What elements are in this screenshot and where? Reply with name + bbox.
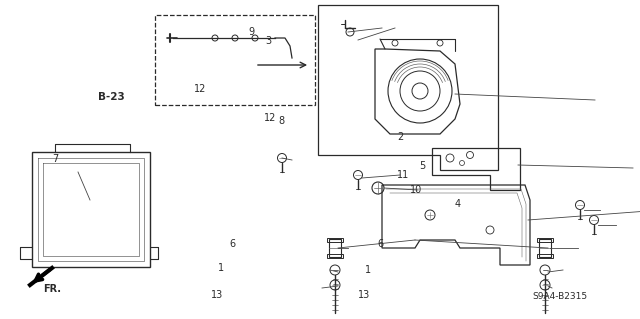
Text: 13: 13 xyxy=(358,290,371,300)
Text: 4: 4 xyxy=(454,199,461,209)
Text: 8: 8 xyxy=(278,116,285,126)
Text: 2: 2 xyxy=(397,132,403,142)
Bar xyxy=(155,15,315,105)
Bar xyxy=(537,238,553,242)
Text: 9: 9 xyxy=(248,27,255,37)
Text: 11: 11 xyxy=(397,170,409,181)
Text: 10: 10 xyxy=(410,185,422,195)
Text: 5: 5 xyxy=(419,161,426,171)
Text: 12: 12 xyxy=(194,84,206,94)
Text: 6: 6 xyxy=(378,239,384,249)
Text: 6: 6 xyxy=(229,239,236,249)
Text: 7: 7 xyxy=(52,154,59,165)
Text: FR.: FR. xyxy=(44,284,61,294)
Bar xyxy=(539,239,551,257)
Text: B-23: B-23 xyxy=(98,92,125,102)
Text: 13: 13 xyxy=(211,290,223,300)
Text: 12: 12 xyxy=(264,113,276,123)
Bar xyxy=(327,238,343,242)
Bar xyxy=(327,254,343,258)
Text: 3: 3 xyxy=(266,36,272,47)
Text: 1: 1 xyxy=(218,263,224,273)
Text: 1: 1 xyxy=(365,264,371,275)
Text: S9A4-B2315: S9A4-B2315 xyxy=(532,292,588,301)
Bar xyxy=(329,239,341,257)
Bar xyxy=(537,254,553,258)
